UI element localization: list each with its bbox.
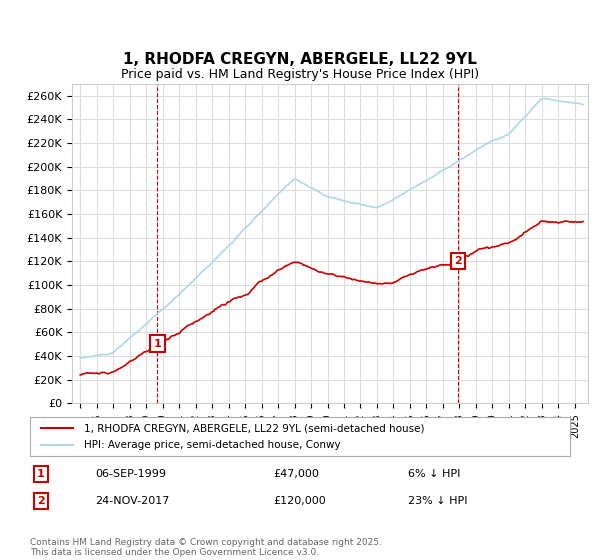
Text: Price paid vs. HM Land Registry's House Price Index (HPI): Price paid vs. HM Land Registry's House … (121, 68, 479, 81)
Text: 2: 2 (37, 496, 44, 506)
Text: £47,000: £47,000 (273, 469, 319, 479)
Text: 23% ↓ HPI: 23% ↓ HPI (408, 496, 467, 506)
Text: 24-NOV-2017: 24-NOV-2017 (95, 496, 169, 506)
Text: 1, RHODFA CREGYN, ABERGELE, LL22 9YL (semi-detached house): 1, RHODFA CREGYN, ABERGELE, LL22 9YL (se… (84, 423, 425, 433)
Text: 6% ↓ HPI: 6% ↓ HPI (408, 469, 460, 479)
Text: 2: 2 (454, 256, 461, 266)
Text: Contains HM Land Registry data © Crown copyright and database right 2025.
This d: Contains HM Land Registry data © Crown c… (30, 538, 382, 557)
Text: 1, RHODFA CREGYN, ABERGELE, LL22 9YL: 1, RHODFA CREGYN, ABERGELE, LL22 9YL (123, 52, 477, 67)
Text: 06-SEP-1999: 06-SEP-1999 (95, 469, 166, 479)
Text: 1: 1 (37, 469, 44, 479)
Text: 1: 1 (154, 339, 161, 349)
Text: HPI: Average price, semi-detached house, Conwy: HPI: Average price, semi-detached house,… (84, 440, 341, 450)
Text: £120,000: £120,000 (273, 496, 326, 506)
